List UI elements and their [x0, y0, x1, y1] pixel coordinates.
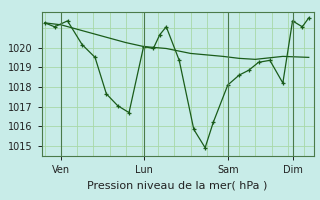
- X-axis label: Pression niveau de la mer( hPa ): Pression niveau de la mer( hPa ): [87, 181, 268, 191]
